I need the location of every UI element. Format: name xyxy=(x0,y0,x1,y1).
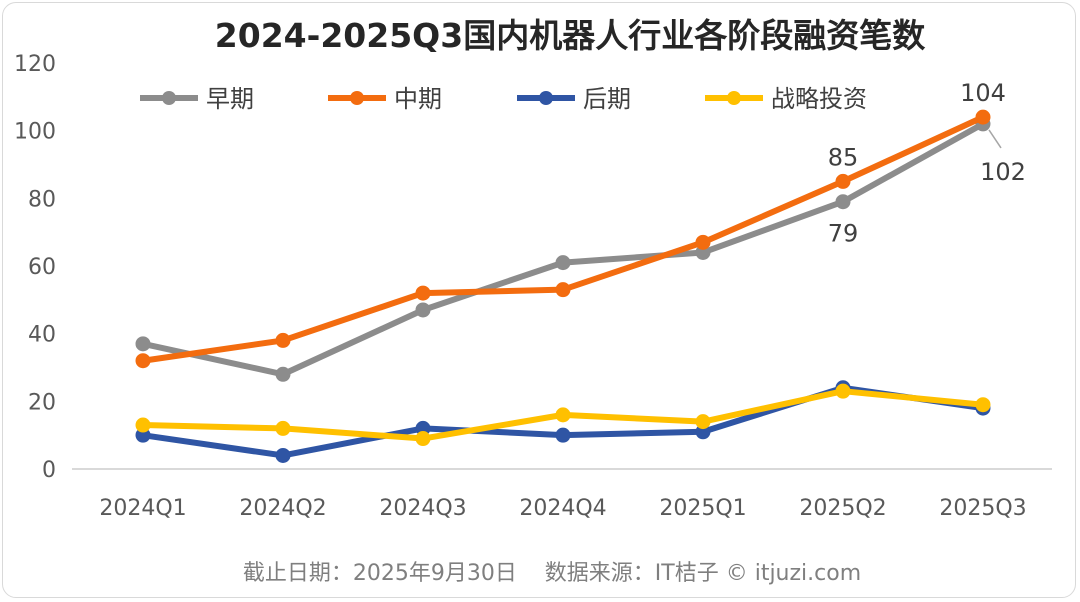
y-tick-label: 80 xyxy=(28,187,56,212)
legend-marker xyxy=(727,91,741,105)
data-point xyxy=(555,282,571,298)
legend-marker xyxy=(539,91,553,105)
data-point xyxy=(415,431,431,447)
data-label: 102 xyxy=(980,158,1026,186)
y-tick-label: 40 xyxy=(28,323,56,348)
legend-marker xyxy=(350,91,364,105)
data-point xyxy=(135,336,151,352)
data-point xyxy=(275,366,291,382)
data-point xyxy=(555,407,571,423)
data-point xyxy=(415,285,431,301)
data-point xyxy=(695,234,711,250)
series-早期 xyxy=(135,116,991,382)
data-point xyxy=(835,173,851,189)
data-point xyxy=(555,427,571,443)
leader-line xyxy=(988,129,1002,149)
data-point xyxy=(275,420,291,436)
y-tick-label: 100 xyxy=(14,120,56,145)
y-tick-label: 120 xyxy=(14,52,56,77)
data-point xyxy=(135,417,151,433)
legend-item: 早期 xyxy=(140,85,254,113)
x-tick-label: 2025Q3 xyxy=(939,496,1026,521)
legend-item: 中期 xyxy=(328,85,442,113)
legend-marker xyxy=(162,91,176,105)
data-point xyxy=(835,383,851,399)
data-point xyxy=(135,353,151,369)
chart-title: 2024-2025Q3国内机器人行业各阶段融资笔数 xyxy=(215,16,926,55)
data-point xyxy=(975,397,991,413)
series-战略投资 xyxy=(135,383,991,447)
legend-label: 中期 xyxy=(394,85,442,113)
legend: 早期 中期 后期 战略投资 xyxy=(140,85,867,113)
legend-label: 后期 xyxy=(583,85,631,113)
x-tick-label: 2024Q2 xyxy=(239,496,326,521)
x-tick-label: 2025Q1 xyxy=(659,496,746,521)
y-axis: 0 20 40 60 80 100 120 xyxy=(14,52,56,483)
data-point xyxy=(415,302,431,318)
data-label: 79 xyxy=(828,220,859,248)
data-point xyxy=(275,447,291,463)
data-labels: 85 79 104 102 xyxy=(828,79,1026,248)
series-group xyxy=(135,109,991,463)
legend-label: 战略投资 xyxy=(771,85,867,113)
data-label: 85 xyxy=(828,143,859,171)
legend-item: 战略投资 xyxy=(705,85,867,113)
data-point xyxy=(975,109,991,125)
legend-label: 早期 xyxy=(206,85,254,113)
x-tick-label: 2025Q2 xyxy=(799,496,886,521)
y-tick-label: 60 xyxy=(28,255,56,280)
x-axis: 2024Q1 2024Q2 2024Q3 2024Q4 2025Q1 2025Q2 2025… xyxy=(72,468,1052,521)
data-point xyxy=(275,332,291,348)
x-tick-label: 2024Q1 xyxy=(99,496,186,521)
data-label: 104 xyxy=(960,79,1006,107)
data-point xyxy=(835,194,851,210)
x-tick-label: 2024Q3 xyxy=(379,496,466,521)
series-中期 xyxy=(135,109,991,369)
y-tick-label: 20 xyxy=(28,390,56,415)
data-point xyxy=(555,255,571,271)
data-point xyxy=(695,414,711,430)
legend-item: 后期 xyxy=(517,85,631,113)
x-tick-label: 2024Q4 xyxy=(519,496,606,521)
footer-source: 截止日期：2025年9月30日 数据来源：IT桔子 © itjuzi.com xyxy=(243,561,861,586)
y-tick-label: 0 xyxy=(42,458,56,483)
